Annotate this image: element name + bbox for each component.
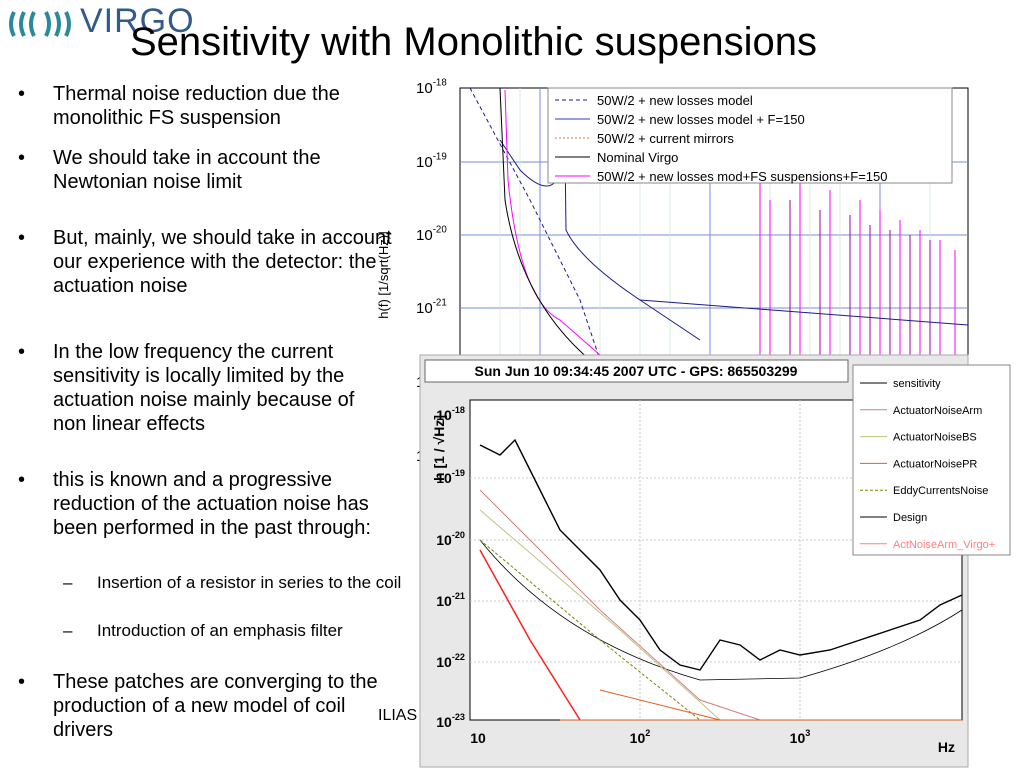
bullet: this is known and a progressive reductio… (18, 468, 393, 540)
tick-exponent: -20 (433, 225, 448, 236)
legend-label: EddyCurrentsNoise (893, 485, 988, 497)
tick-exponent: -20 (452, 530, 465, 540)
tick-exponent: -18 (452, 405, 465, 415)
tick-base: 10 (436, 532, 452, 548)
tick-exponent: -22 (452, 652, 465, 662)
tick-exponent: 3 (805, 728, 810, 738)
legend-label: sensitivity (893, 378, 941, 390)
x-axis-label: Hz (938, 739, 955, 755)
tick-exponent: -19 (433, 152, 447, 163)
tick-base: 10 (436, 654, 452, 670)
plot2-grid (470, 400, 962, 720)
tick-base: 10 (436, 714, 452, 730)
y-tick-label: 10-20 (436, 530, 465, 548)
tick-base: 10 (436, 593, 452, 609)
y-axis-label: h [1 / √Hz] (431, 415, 447, 481)
tick-base: 10 (470, 730, 486, 746)
tick-exponent: -19 (452, 468, 465, 478)
tick-base: 10 (630, 730, 646, 746)
plot2-header-box (424, 359, 849, 383)
y-tick-label: 10-23 (436, 712, 465, 730)
tick-base: 10 (790, 730, 806, 746)
y-tick-label: 10-21 (416, 298, 447, 318)
tick-base: 10 (436, 407, 452, 423)
y-tick-label: 10-19 (416, 152, 447, 172)
legend-label: ActuatorNoisePR (893, 458, 977, 470)
sub-bullet: Introduction of an emphasis filter (63, 621, 407, 641)
legend-label: Design (893, 512, 927, 524)
x-tick-label: 103 (790, 728, 811, 746)
legend-label: 50W/2 + new losses model (597, 93, 753, 108)
x-tick-label: 102 (630, 728, 651, 746)
bullet: We should take in account the Newtonian … (18, 146, 393, 194)
y-tick-label: 10-18 (416, 78, 447, 98)
legend-label: Nominal Virgo (597, 150, 678, 165)
slide-title: Sensitivity with Monolithic suspensions (130, 20, 817, 64)
bullet: These patches are converging to the prod… (18, 670, 393, 742)
plot-header: Sun Jun 10 09:34:45 2007 UTC - GPS: 8655… (475, 363, 798, 379)
bullet: In the low frequency the current sensiti… (18, 340, 393, 436)
tick-exponent: 2 (645, 728, 650, 738)
bullet: Thermal noise reduction due the monolith… (18, 82, 393, 130)
y-tick-label: 10-21 (436, 591, 465, 609)
y-tick-label: 10-19 (436, 468, 465, 486)
y-tick-label: 10-20 (416, 225, 447, 245)
x-tick-label: 10 (470, 730, 486, 746)
legend-label: ActuatorNoiseArm (893, 405, 982, 417)
legend-label: 50W/2 + current mirrors (597, 131, 734, 146)
legend-label: 50W/2 + new losses model + F=150 (597, 112, 805, 127)
legend-label: ActuatorNoiseBS (893, 432, 977, 444)
tick-base: 10 (416, 300, 433, 317)
tick-exponent: -21 (433, 298, 447, 309)
tick-base: 10 (416, 80, 433, 97)
tick-exponent: -21 (452, 591, 465, 601)
plot1-curves (469, 87, 969, 361)
footer-text: ILIAS (378, 707, 418, 724)
plot2-legend-box (852, 364, 1011, 556)
legend-label: ActNoiseArm_Virgo+ (893, 539, 995, 551)
logo: VIRGO (80, 2, 195, 40)
legend-label: 50W/2 + new losses mod+FS suspensions+F=… (597, 169, 888, 184)
bullet: But, mainly, we should take in account o… (18, 226, 393, 298)
plot1-legend-box (547, 87, 953, 184)
y-tick-label: 10-22 (436, 652, 465, 670)
tick-base: 10 (436, 470, 452, 486)
tick-exponent: -23 (452, 712, 465, 722)
y-tick-label: 10-18 (436, 405, 465, 423)
tick-base: 10 (416, 227, 433, 244)
plot2-curves (479, 438, 963, 721)
sub-bullet: Insertion of a resistor in series to the… (63, 573, 407, 593)
tick-base: 10 (416, 154, 433, 171)
tick-exponent: -18 (433, 78, 447, 89)
logo-icon (9, 11, 71, 37)
